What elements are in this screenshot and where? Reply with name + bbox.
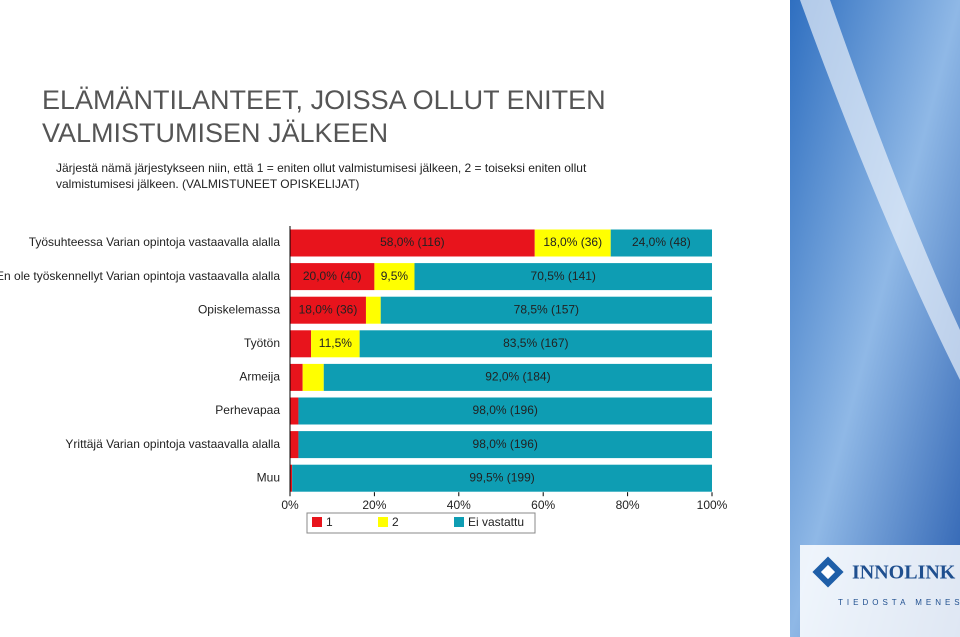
bar-segment	[380, 296, 712, 324]
bar-segment	[323, 363, 712, 391]
x-tick-label: 60%	[531, 498, 555, 512]
bar-segment	[414, 263, 712, 291]
bar-segment	[292, 464, 712, 492]
x-tick-label: 0%	[281, 498, 299, 512]
bar-segment	[374, 263, 415, 291]
data-label: 98,0% (196)	[473, 403, 538, 417]
data-label: 9,5%	[381, 269, 409, 283]
data-label: 99,5% (199)	[469, 470, 534, 484]
category-label: Työtön	[244, 336, 280, 350]
legend-label: Ei vastattu	[468, 515, 524, 529]
bar-segment	[365, 296, 381, 324]
category-label: Perhevapaa	[215, 403, 280, 417]
legend-swatch	[454, 517, 464, 527]
bar-segment	[359, 330, 712, 358]
x-tick-label: 80%	[616, 498, 640, 512]
chart-title: ELÄMÄNTILANTEET, JOISSA OLLUT ENITEN VAL…	[42, 85, 606, 148]
bar-segment	[610, 229, 712, 257]
data-label: 11,5%	[319, 336, 352, 350]
bar-segment	[290, 330, 312, 358]
data-label: 24,0% (48)	[632, 235, 691, 249]
category-label: Yrittäjä Varian opintoja vastaavalla ala…	[65, 437, 280, 451]
legend-box	[306, 512, 536, 534]
bar-segment	[302, 363, 324, 391]
logo-bg	[800, 545, 960, 637]
category-label: Opiskelemassa	[198, 302, 280, 316]
data-label: 18,0% (36)	[299, 302, 358, 316]
bar-segment	[534, 229, 611, 257]
data-label: 18,0% (36)	[543, 235, 602, 249]
data-label: 92,0% (184)	[485, 370, 550, 384]
bar-segment	[290, 229, 535, 257]
data-label: 58,0% (116)	[380, 235, 444, 249]
data-label: 78,5% (157)	[514, 302, 579, 316]
data-label: 98,0% (196)	[473, 437, 538, 451]
legend-label: 2	[392, 515, 399, 529]
x-tick-label: 20%	[362, 498, 386, 512]
bar-segment	[298, 397, 712, 425]
legend-label: 1	[326, 515, 333, 529]
legend-swatch	[312, 517, 322, 527]
cloud	[800, 0, 960, 380]
category-label: Muu	[257, 470, 280, 484]
data-label: 20,0% (40)	[303, 269, 362, 283]
data-label: 83,5% (167)	[503, 336, 568, 350]
bar-segment	[290, 431, 299, 459]
bar-segment	[311, 330, 360, 358]
category-label: Työsuhteessa Varian opintoja vastaavalla…	[29, 235, 281, 249]
legend-swatch	[378, 517, 388, 527]
logo-tagline: TIEDOSTA MENESTYS	[838, 598, 960, 607]
category-label: Armeija	[239, 370, 280, 384]
bar-segment	[290, 464, 293, 492]
bar-segment	[290, 363, 303, 391]
bar-segment	[298, 431, 712, 459]
bar-segment	[290, 263, 375, 291]
chart-subtitle: Järjestä nämä järjestykseen niin, että 1…	[56, 161, 587, 191]
data-label: 70,5% (141)	[531, 269, 596, 283]
bar-segment	[290, 397, 299, 425]
bar-segment	[290, 296, 366, 324]
x-tick-label: 100%	[697, 498, 728, 512]
category-label: En ole työskennellyt Varian opintoja vas…	[0, 269, 280, 283]
logo-name: INNOLINK	[852, 562, 956, 584]
x-tick-label: 40%	[447, 498, 471, 512]
